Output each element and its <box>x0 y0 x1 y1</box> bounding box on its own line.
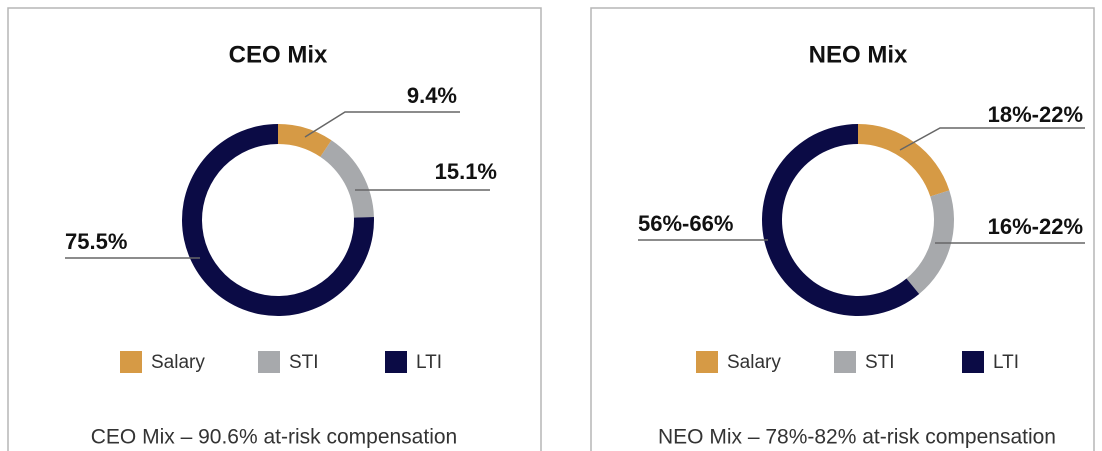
data-label: 18%-22% <box>988 102 1083 127</box>
legend-swatch <box>834 351 856 373</box>
legend-label: LTI <box>416 352 442 373</box>
caption: CEO Mix – 90.6% at-risk compensation <box>91 426 457 449</box>
data-label: 16%-22% <box>988 214 1083 239</box>
donut-segment <box>278 124 332 157</box>
data-label: 15.1% <box>435 159 497 184</box>
legend-swatch <box>962 351 984 373</box>
donut-segment <box>762 124 920 316</box>
data-label: 75.5% <box>65 229 127 254</box>
caption: NEO Mix – 78%-82% at-risk compensation <box>658 426 1056 449</box>
data-label: 9.4% <box>407 83 457 108</box>
chart-title: CEO Mix <box>229 41 328 68</box>
leader-line <box>899 127 1085 151</box>
legend-label: Salary <box>151 352 205 373</box>
legend-swatch <box>385 351 407 373</box>
legend-label: Salary <box>727 352 781 373</box>
leader-line <box>304 111 460 138</box>
data-label: 56%-66% <box>638 211 733 236</box>
panel-border <box>590 7 1095 451</box>
donut-segment <box>906 190 955 294</box>
donut-segment <box>320 140 374 218</box>
panel-border <box>7 7 542 451</box>
legend-swatch <box>696 351 718 373</box>
legend-label: STI <box>865 352 895 373</box>
legend-label: LTI <box>993 352 1019 373</box>
legend-swatch <box>258 351 280 373</box>
chart-title: NEO Mix <box>809 41 908 68</box>
legend-label: STI <box>289 352 319 373</box>
donut-segment <box>858 124 950 197</box>
legend-swatch <box>120 351 142 373</box>
